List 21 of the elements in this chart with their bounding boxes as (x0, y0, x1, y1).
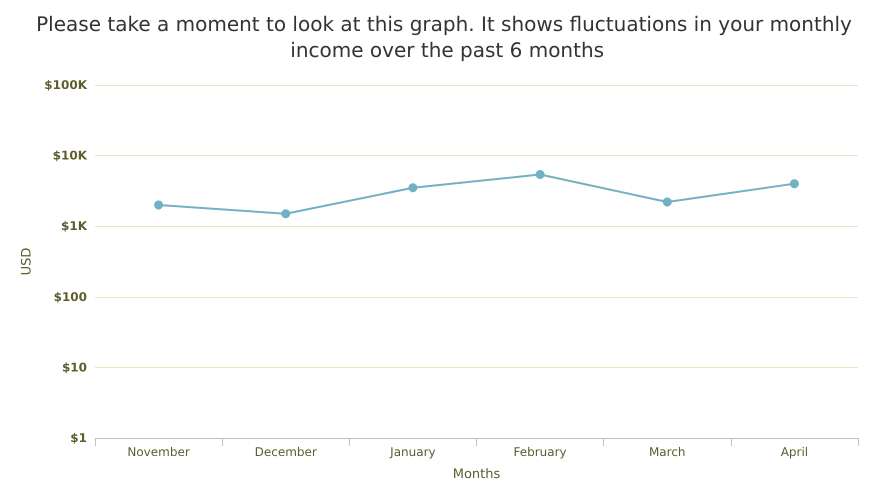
x-tick-label: April (780, 445, 808, 459)
y-tick-label: $10K (52, 148, 88, 163)
x-tick-label: November (127, 445, 190, 459)
x-tick-label: February (513, 445, 567, 459)
point (408, 183, 418, 192)
y-axis-title: USD (19, 248, 34, 276)
x-tick-label: December (254, 445, 317, 459)
y-tick-label: $100 (54, 290, 87, 304)
point (536, 170, 545, 179)
y-tick-label: $1 (70, 431, 87, 445)
y-tick-label: $100K (44, 78, 88, 92)
chart-title: Please take a moment to look at this graph. It shows fluctuations in your monthly income over the past 6 months (36, 12, 852, 62)
point (662, 198, 672, 207)
x-tick-label: March (648, 445, 686, 459)
x-axis-title: Months (452, 467, 500, 482)
x-tick-label: January (389, 445, 436, 459)
y-tick-label: $1K (61, 219, 88, 234)
point (281, 209, 290, 218)
point (790, 179, 799, 188)
point (154, 200, 164, 210)
y-tick-label: $10 (62, 360, 87, 374)
